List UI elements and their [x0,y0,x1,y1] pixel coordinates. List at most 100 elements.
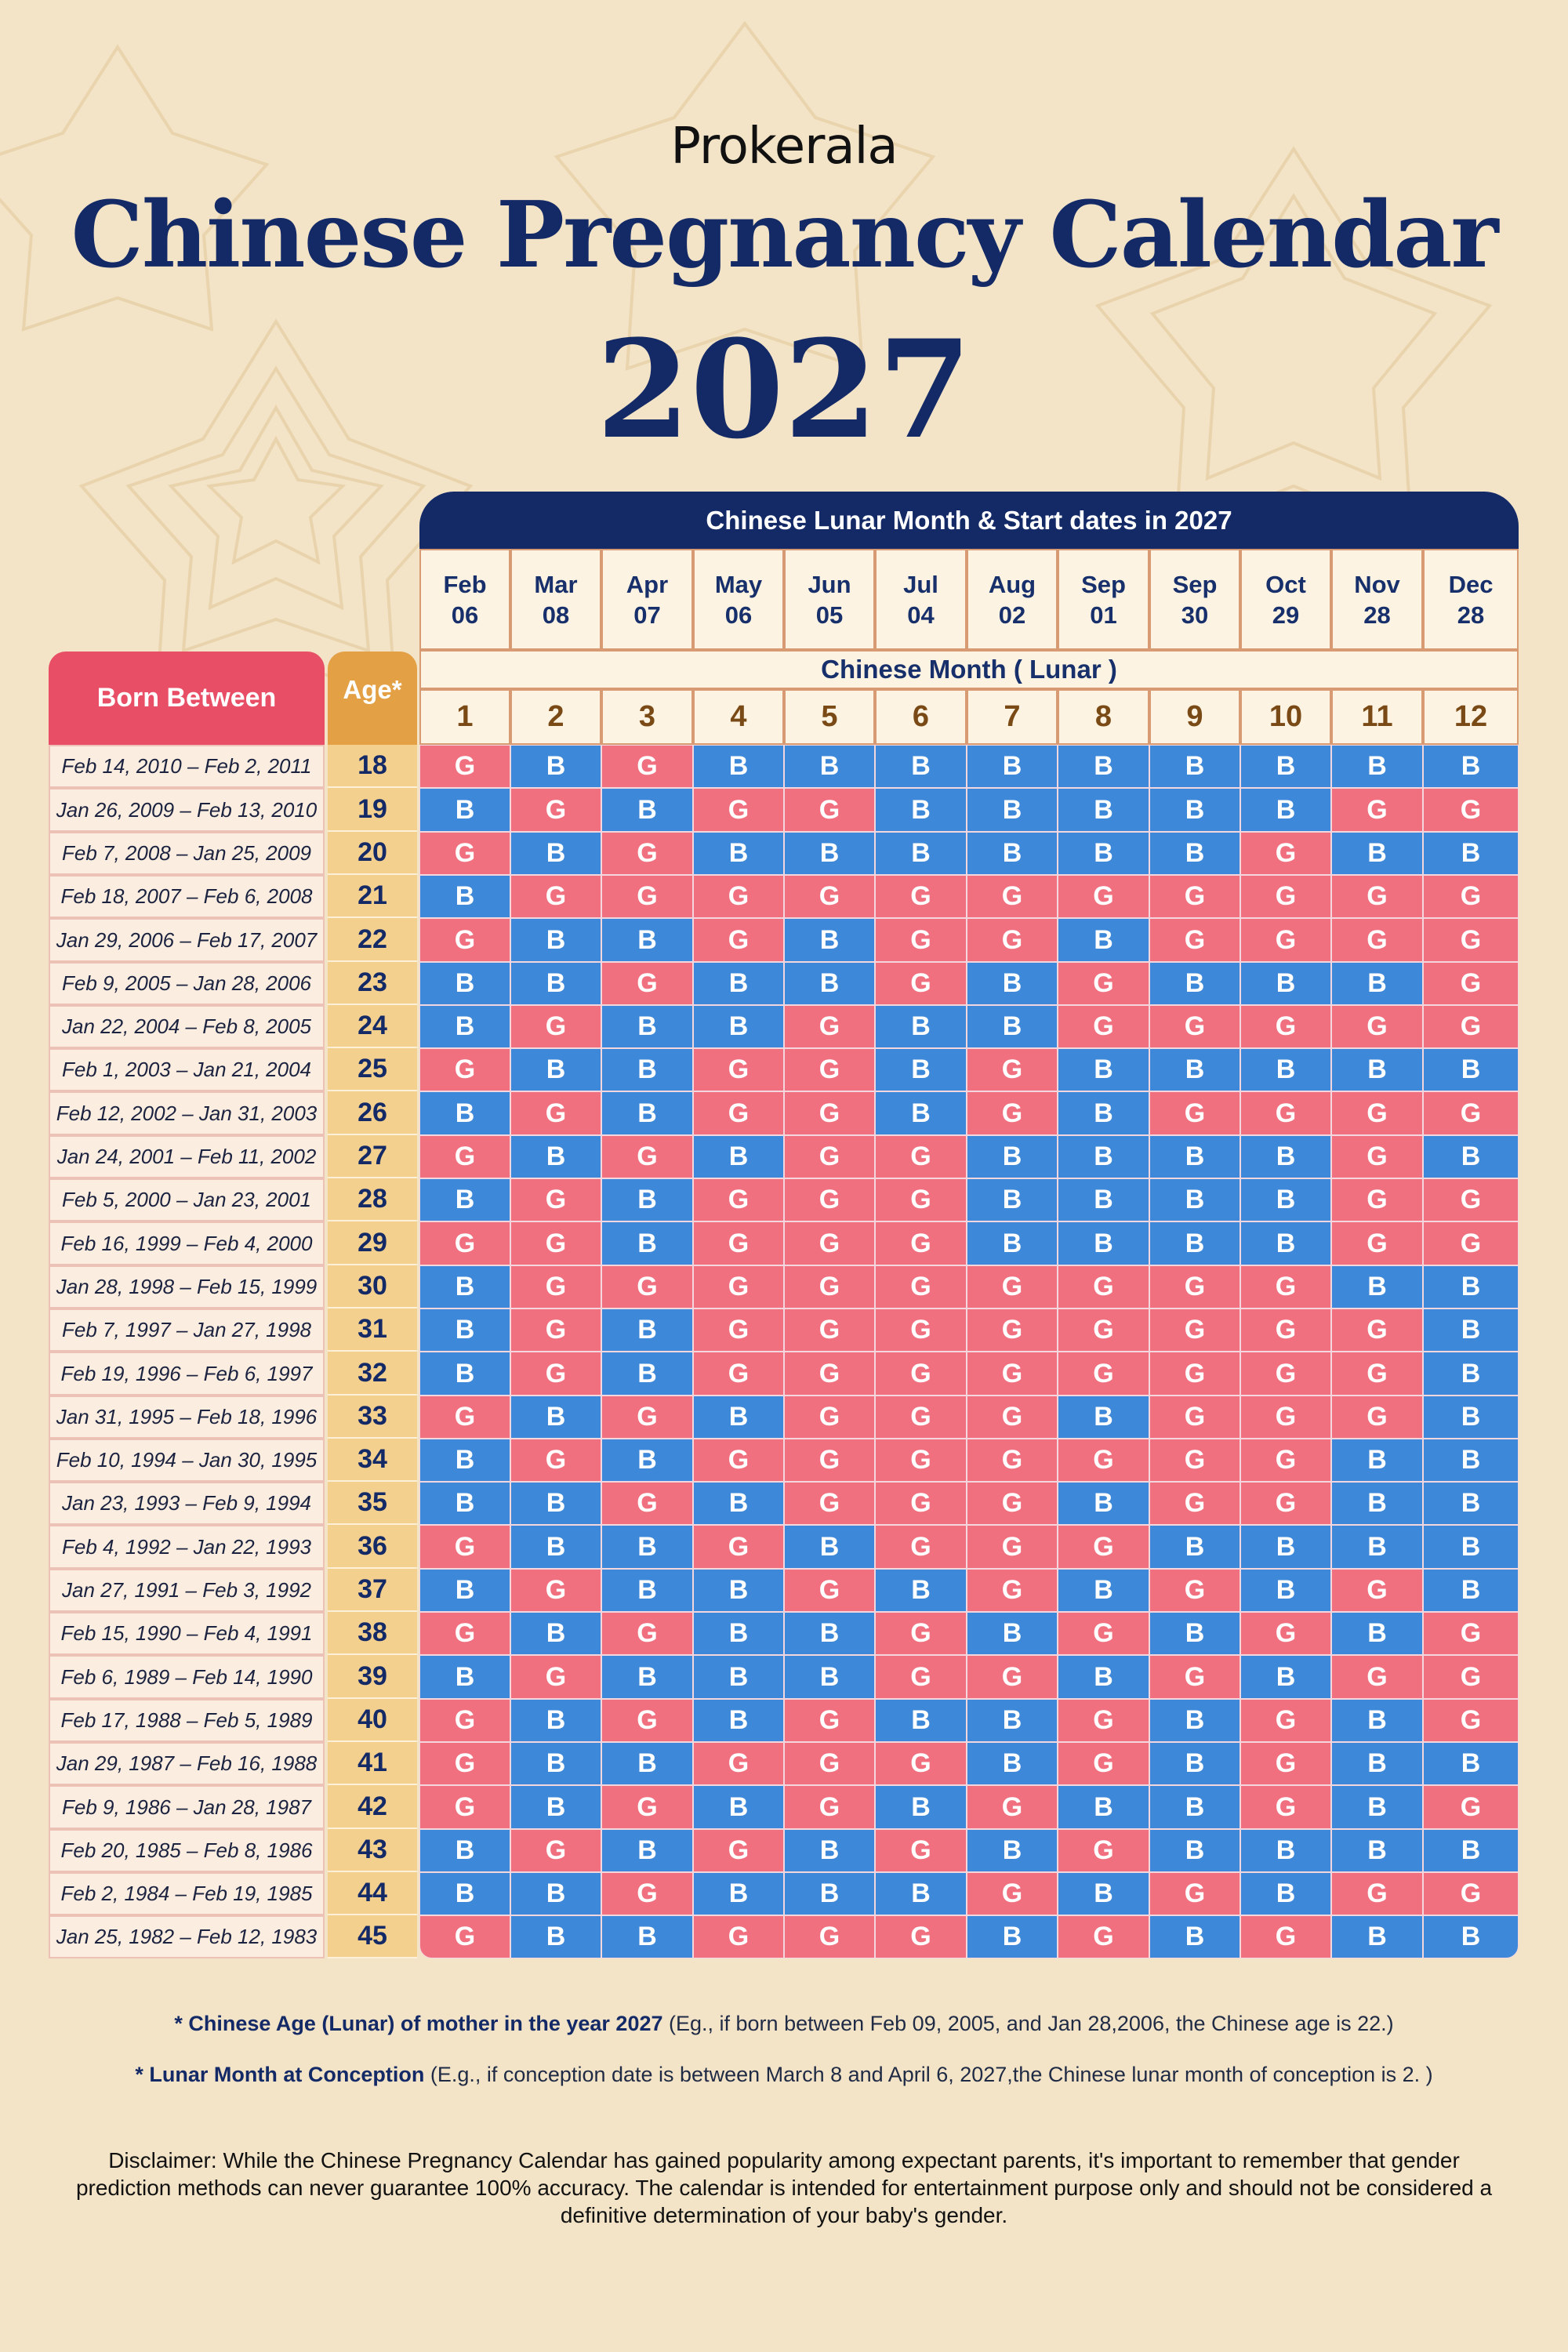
gender-cell: B [510,1915,601,1958]
gender-cell: B [693,962,784,1005]
gender-cell: B [1423,1569,1519,1612]
gender-cell: B [601,1525,693,1569]
gender-cell: B [784,918,875,962]
gender-cell: B [419,1005,510,1048]
gender-cell: G [510,1829,601,1872]
gender-cell: G [967,918,1058,962]
gender-cell: G [875,1135,967,1178]
gender-cell: B [1423,1265,1519,1308]
gender-cell: B [1331,1439,1423,1482]
gender-cell: G [693,918,784,962]
gender-cell: G [1240,918,1331,962]
gender-cell: B [967,745,1058,788]
gender-cell: G [875,1742,967,1785]
gender-cell: G [1423,1091,1519,1135]
gender-cell: G [1058,1829,1149,1872]
born-between-cell: Feb 19, 1996 – Feb 6, 1997 [49,1352,325,1396]
age-cell: 18 [328,745,417,788]
gender-cell: B [784,1525,875,1569]
gender-cell: B [510,1135,601,1178]
month-number-cell: 5 [784,689,875,745]
gender-cell: B [1240,1655,1331,1699]
gender-cell: B [1331,745,1423,788]
gender-cell: B [419,875,510,918]
gender-cell: B [784,1829,875,1872]
month-number-cell: 10 [1240,689,1331,745]
gender-cell: G [693,1308,784,1352]
gender-cell: G [784,1352,875,1396]
gender-cell: G [510,788,601,832]
gender-cell: B [510,1742,601,1785]
gender-cell: B [1240,1569,1331,1612]
gender-cell: B [967,1699,1058,1742]
gender-cell: G [784,875,875,918]
gender-cell: G [967,1525,1058,1569]
gender-cell: B [1149,1785,1240,1829]
gender-cell: G [784,1742,875,1785]
gender-cell: G [1058,962,1149,1005]
gender-cell: G [693,1829,784,1872]
gender-cell: B [1331,832,1423,875]
gender-cell: B [693,1785,784,1829]
gender-cell: B [875,1091,967,1135]
gender-cell: G [784,1178,875,1221]
brand-logo: Prokerala [670,118,898,176]
gender-cell: G [784,1915,875,1958]
gender-cell: B [693,745,784,788]
gender-cell: G [1149,1569,1240,1612]
gender-cell: G [1058,1742,1149,1785]
gender-cell: B [1058,745,1149,788]
age-cell: 27 [328,1135,417,1178]
gender-cell: G [1331,1135,1423,1178]
gender-cell: B [1058,1135,1149,1178]
start-date-cell: Aug 02 [967,549,1058,650]
gender-cell: B [1058,1872,1149,1915]
start-date-cell: Sep 01 [1058,549,1149,650]
gender-cell: G [1240,1742,1331,1785]
gender-cell: B [419,1265,510,1308]
age-cell: 19 [328,788,417,832]
gender-cell: G [1240,1396,1331,1439]
gender-cell: B [784,1872,875,1915]
gender-cell: B [1331,1699,1423,1742]
gender-cell: G [1423,875,1519,918]
age-cell: 25 [328,1048,417,1091]
gender-cell: G [967,1352,1058,1396]
age-cell: 22 [328,918,417,962]
gender-cell: G [967,1265,1058,1308]
gender-cell: B [1423,1525,1519,1569]
gender-cell: B [510,1699,601,1742]
gender-cell: G [693,1742,784,1785]
gender-cell: B [693,1569,784,1612]
gender-cell: B [510,1612,601,1655]
disclaimer: Disclaimer: While the Chinese Pregnancy … [75,2148,1493,2227]
gender-cell: G [1058,1612,1149,1655]
gender-cell: G [419,832,510,875]
gender-cell: B [510,745,601,788]
age-cell: 20 [328,832,417,875]
gender-cell: B [419,1569,510,1612]
gender-cell: B [510,962,601,1005]
gender-cell: B [1149,1699,1240,1742]
gender-cell: G [419,745,510,788]
gender-cell: G [1240,1439,1331,1482]
gender-cell: B [1058,1221,1149,1265]
gender-cell: G [510,1178,601,1221]
gender-cell: G [875,1525,967,1569]
gender-cell: G [1058,1352,1149,1396]
born-between-cell: Feb 4, 1992 – Jan 22, 1993 [49,1525,325,1569]
gender-cell: B [419,1178,510,1221]
footnote-age: * Chinese Age (Lunar) of mother in the y… [174,2012,1394,2035]
born-between-cell: Feb 17, 1988 – Feb 5, 1989 [49,1699,325,1742]
gender-cell: B [875,1872,967,1915]
age-cell: 21 [328,875,417,918]
gender-cell: B [967,1135,1058,1178]
gender-cell: G [693,1439,784,1482]
gender-cell: G [1149,1872,1240,1915]
start-date-cell: Jul 04 [875,549,967,650]
gender-cell: G [601,1135,693,1178]
born-between-cell: Jan 28, 1998 – Feb 15, 1999 [49,1265,325,1308]
gender-cell: G [784,1396,875,1439]
gender-cell: B [601,1178,693,1221]
